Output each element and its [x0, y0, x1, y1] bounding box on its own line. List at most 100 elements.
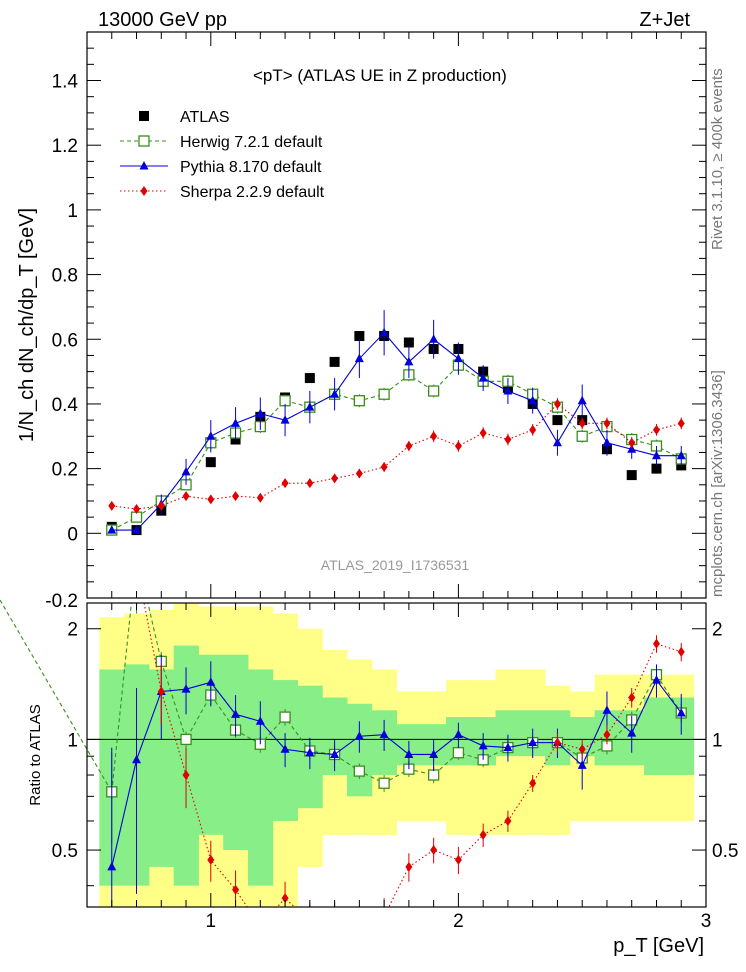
- data-point: [182, 491, 190, 502]
- data-point: [429, 334, 439, 343]
- data-point: [108, 500, 116, 511]
- data-point: [603, 418, 611, 429]
- ratio-point: [279, 711, 291, 723]
- data-point: [528, 395, 538, 405]
- ratio-y-tick-label-right: 1: [712, 730, 723, 751]
- data-point: [576, 430, 588, 442]
- main-y-label: 1/N_ch dN_ch/dp_T [GeV]: [16, 208, 38, 442]
- ratio-point: [429, 749, 439, 758]
- ratio-point: [181, 684, 191, 693]
- ratio-point: [305, 747, 315, 757]
- ratio-point: [578, 744, 586, 755]
- data-point: [404, 356, 414, 366]
- ratio-point: [454, 854, 462, 865]
- ratio-point: [427, 769, 440, 781]
- main-y-tick-labels: 0 0.2 0.4 0.6 0.8 1 1.2 1.4 -0.2: [45, 72, 78, 612]
- ratio-y-tick-label-right: 2: [712, 620, 723, 641]
- data-point: [132, 525, 142, 534]
- legend-entry: Sherpa 2.2.9 default: [180, 184, 325, 201]
- ratio-point: [628, 692, 636, 703]
- data-point: [304, 373, 315, 384]
- ratio-point: [676, 707, 686, 717]
- ratio-y-label: Ratio to ATLAS: [27, 704, 44, 805]
- uncertainty-band-green: [644, 697, 670, 776]
- ratio-panel: 0.5 0.5 1 1 2 2 1 2 3 Ratio to ATLAS p_T [GeV]: [0, 599, 738, 957]
- ratio-point: [453, 729, 463, 739]
- header-right-label: Z+Jet: [639, 9, 690, 31]
- data-point: [626, 470, 637, 481]
- ratio-point: [404, 749, 414, 758]
- data-point: [578, 418, 586, 429]
- data-point: [306, 478, 314, 489]
- series-atlas: [106, 331, 687, 536]
- ratio-point: [356, 927, 363, 937]
- ratio-line: [143, 603, 682, 907]
- data-point: [677, 418, 685, 429]
- data-point: [181, 466, 191, 476]
- data-point: [405, 440, 413, 451]
- data-point: [157, 500, 165, 511]
- data-point: [652, 424, 660, 435]
- legend-marker: [140, 186, 148, 196]
- data-point: [231, 418, 241, 427]
- data-point: [354, 353, 364, 363]
- legend-entry: ATLAS: [180, 109, 230, 126]
- uncertainty-band-green: [223, 654, 249, 851]
- main-panel: 0 0.2 0.4 0.6 0.8 1 1.2 1.4 -0.2 <pT> (ATLAS UE …: [16, 31, 707, 612]
- data-point: [602, 437, 612, 447]
- data-point: [330, 389, 340, 398]
- data-point: [207, 494, 215, 505]
- data-point: [255, 408, 265, 418]
- data-point: [133, 504, 141, 515]
- series-herwig: [106, 358, 687, 536]
- ratio-point: [206, 677, 216, 686]
- ratio-point: [528, 737, 538, 747]
- ratio-point: [504, 815, 512, 826]
- data-point: [454, 440, 462, 451]
- data-point: [577, 395, 587, 405]
- main-title: <pT> (ATLAS UE in Z production): [253, 66, 507, 85]
- legend-entry: Pythia 8.170 default: [180, 159, 322, 176]
- data-point: [280, 415, 290, 424]
- data-point: [206, 431, 216, 440]
- ratio-point: [107, 861, 117, 871]
- data-point: [529, 424, 537, 435]
- legend-entry: Herwig 7.2.1 default: [180, 134, 323, 151]
- watermark: ATLAS_2019_I1736531: [321, 557, 470, 573]
- data-point: [504, 434, 512, 445]
- ratio-series-pythia: [107, 654, 686, 907]
- series-line: [111, 331, 682, 531]
- data-point: [331, 473, 339, 484]
- main-y-tick-label: 0.4: [52, 395, 79, 416]
- x-tick-label: 3: [701, 911, 712, 932]
- ratio-point: [503, 742, 513, 752]
- ratio-point: [280, 744, 290, 753]
- data-point: [305, 402, 315, 411]
- main-y-tick-label: 1: [67, 201, 78, 222]
- data-point: [205, 457, 216, 468]
- data-point: [403, 337, 414, 348]
- ratio-point: [652, 638, 660, 649]
- main-y-tick-label: 1.4: [52, 72, 79, 93]
- data-point: [478, 373, 488, 382]
- data-point: [453, 353, 463, 363]
- ratio-point: [232, 884, 240, 895]
- data-point: [676, 450, 686, 460]
- ratio-point: [354, 731, 364, 740]
- ratio-point: [157, 686, 165, 697]
- ratio-point: [255, 716, 265, 725]
- data-point: [329, 356, 340, 367]
- series-sherpa: [108, 398, 685, 515]
- main-series: [106, 310, 687, 536]
- data-point: [281, 478, 289, 489]
- data-point: [552, 437, 562, 447]
- ratio-y-tick-label-right: 0.5: [712, 841, 738, 862]
- legend-marker: [138, 135, 150, 147]
- ratio-series: [106, 603, 687, 937]
- data-point: [353, 395, 366, 407]
- ratio-y-tick-label: 0.5: [52, 841, 78, 862]
- ratio-point: [281, 893, 289, 904]
- ratio-point: [405, 861, 413, 872]
- x-tick-label: 2: [453, 911, 464, 932]
